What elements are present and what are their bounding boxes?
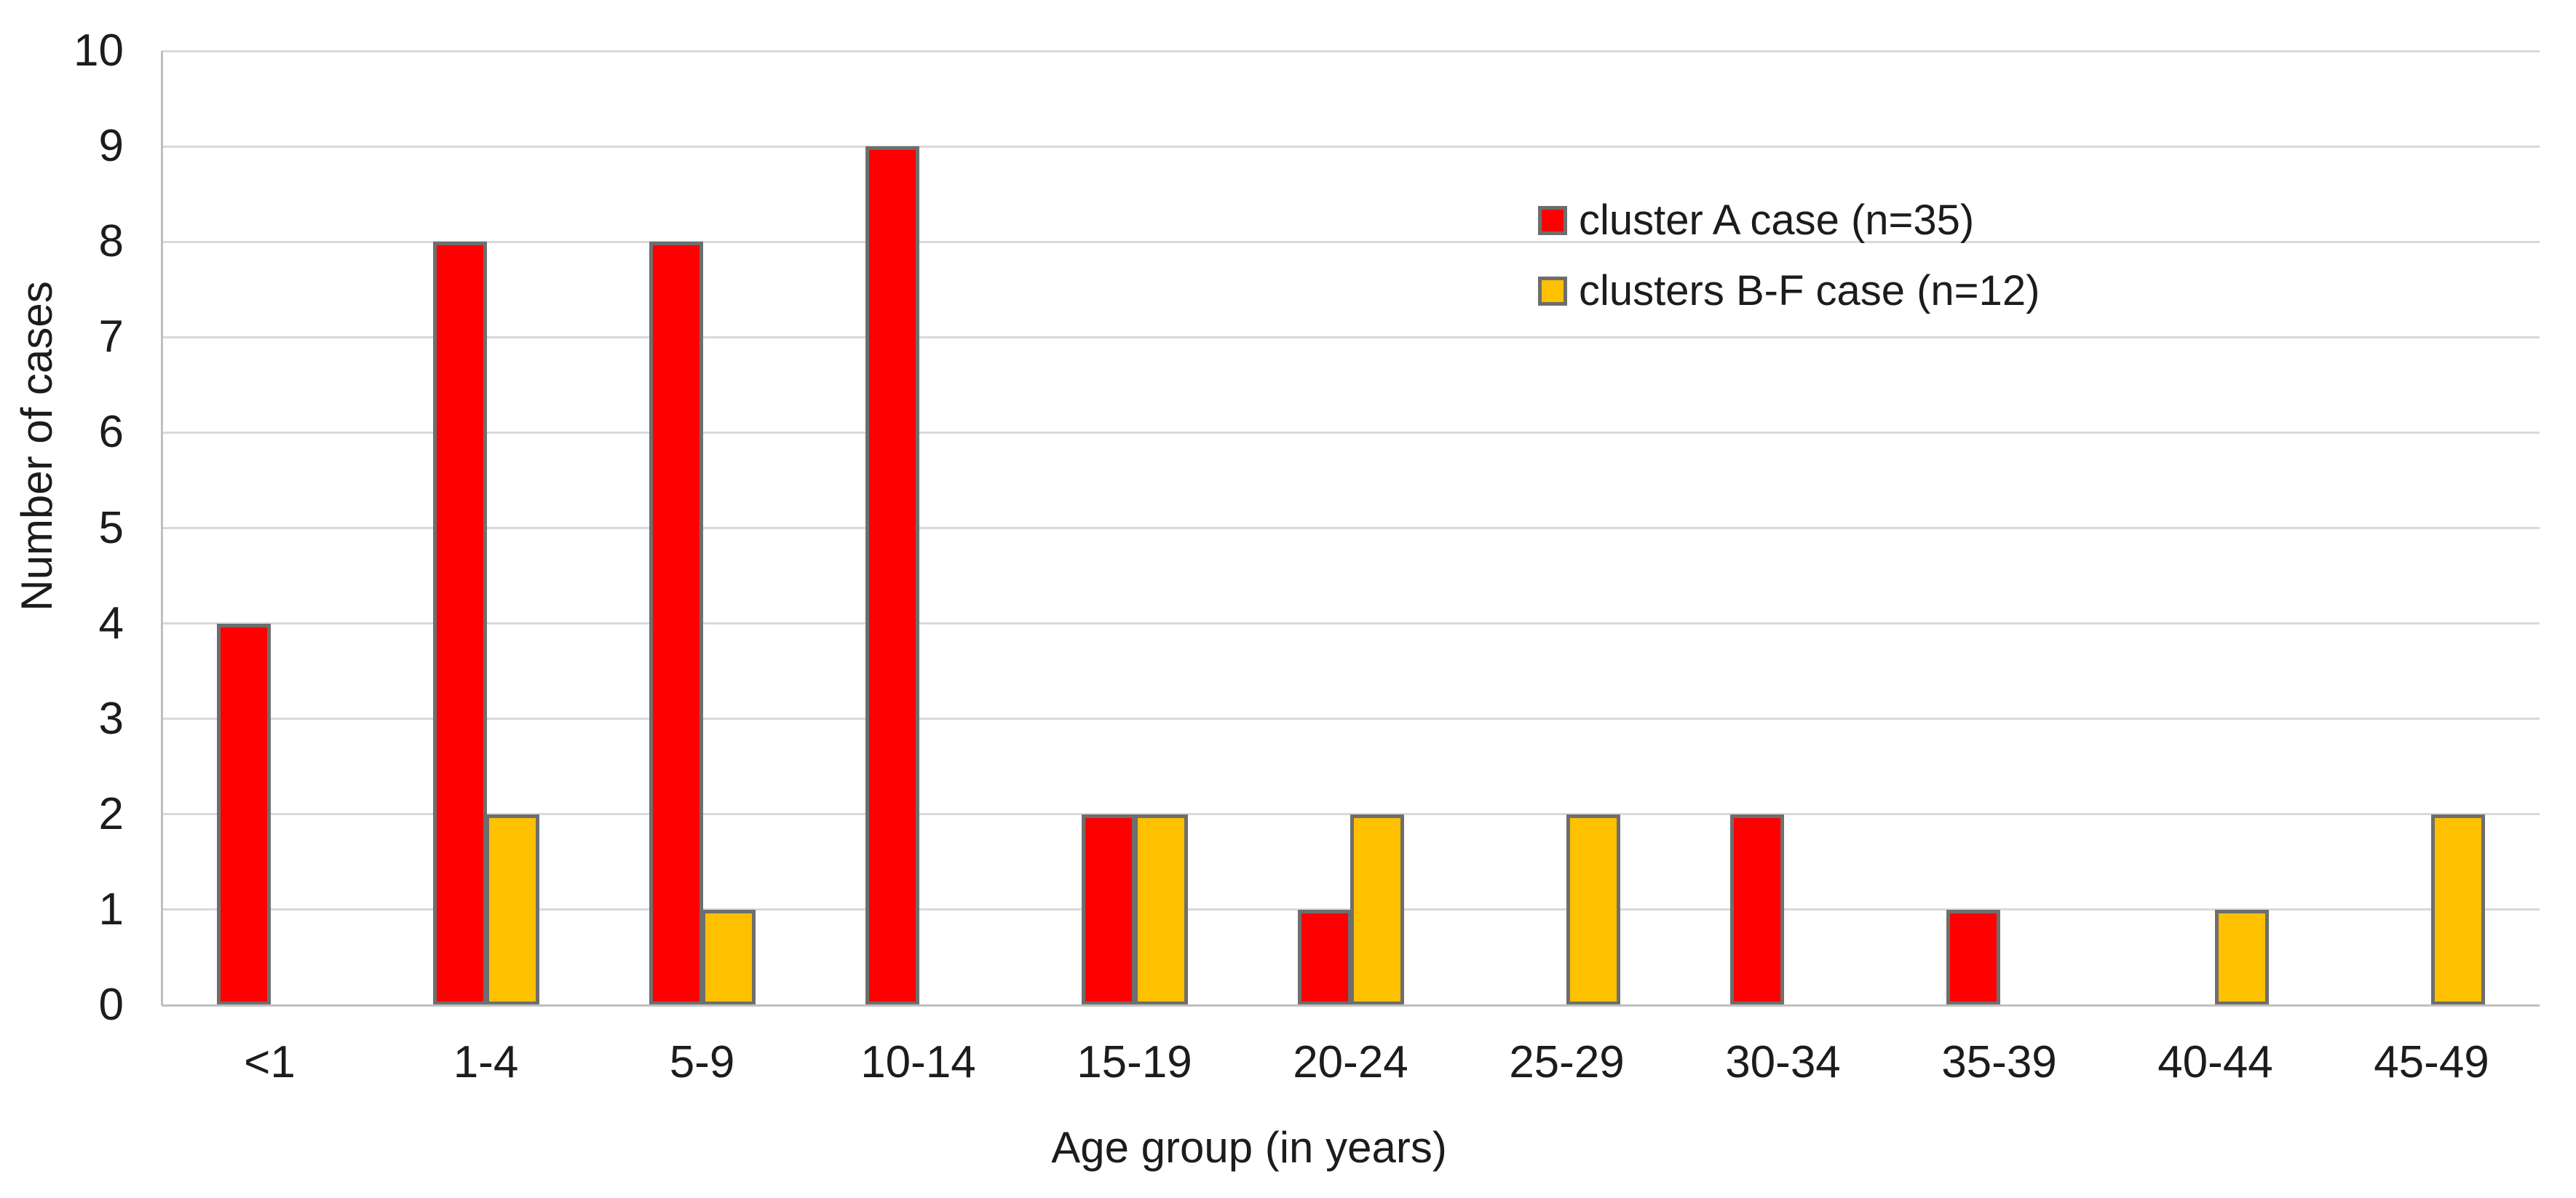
bar-clusters-b-f (485, 814, 539, 1005)
bar-cluster-a (1081, 814, 1136, 1005)
y-tick-label: 10 (74, 25, 124, 76)
x-tick-label: 35-39 (1941, 1037, 2057, 1087)
x-tick-label: <1 (244, 1037, 296, 1087)
x-axis-line (162, 1004, 2540, 1007)
bar-cluster-a (216, 623, 271, 1005)
bar-cluster-a (1297, 909, 1352, 1005)
gridline (162, 622, 2540, 625)
y-tick-label: 5 (98, 502, 124, 553)
x-tick-label: 20-24 (1293, 1037, 1408, 1087)
x-tick-label: 45-49 (2374, 1037, 2489, 1087)
x-tick-label: 10-14 (860, 1037, 976, 1087)
y-tick-label: 8 (98, 216, 124, 267)
legend-item: cluster A case (n=35) (1538, 199, 1974, 242)
legend-label: cluster A case (n=35) (1579, 197, 1975, 244)
gridline (162, 49, 2540, 52)
bar-clusters-b-f (1133, 814, 1188, 1005)
bar-clusters-b-f (1350, 814, 1404, 1005)
legend-label: clusters B-F case (n=12) (1579, 267, 2040, 314)
y-tick-label: 6 (98, 407, 124, 458)
bar-clusters-b-f (701, 909, 756, 1005)
legend-swatch-cluster-a (1538, 206, 1567, 235)
bar-clusters-b-f (1566, 814, 1620, 1005)
y-axis-title: Number of cases (12, 281, 61, 611)
x-tick-label: 30-34 (1725, 1037, 1841, 1087)
bar-clusters-b-f (2430, 814, 2485, 1005)
y-tick-label: 2 (98, 788, 124, 839)
gridline (162, 145, 2540, 148)
y-tick-label: 3 (98, 693, 124, 744)
bar-cluster-a (432, 242, 487, 1005)
x-tick-label: 40-44 (2157, 1037, 2273, 1087)
x-tick-label: 5-9 (669, 1037, 735, 1087)
gridline (162, 240, 2540, 243)
x-tick-label: 25-29 (1509, 1037, 1625, 1087)
bar-cluster-a (1946, 909, 2000, 1005)
legend-item: clusters B-F case (n=12) (1538, 270, 2040, 312)
x-tick-label: 15-19 (1077, 1037, 1192, 1087)
gridline (162, 336, 2540, 338)
x-axis-title: Age group (in years) (1051, 1123, 1447, 1172)
gridline (162, 431, 2540, 434)
gridline (162, 527, 2540, 529)
y-tick-label: 1 (98, 884, 124, 935)
y-tick-label: 9 (98, 121, 124, 172)
y-tick-label: 0 (98, 980, 124, 1030)
bar-cluster-a (865, 146, 919, 1005)
y-axis-line (161, 51, 163, 1005)
x-tick-label: 1-4 (453, 1037, 519, 1087)
y-tick-label: 4 (98, 598, 124, 648)
y-tick-label: 7 (98, 312, 124, 362)
gridline (162, 718, 2540, 721)
bar-cluster-a (1729, 814, 1784, 1005)
bar-cluster-a (649, 242, 703, 1005)
legend-swatch-clusters-b-f (1538, 277, 1567, 306)
bar-clusters-b-f (2214, 909, 2269, 1005)
